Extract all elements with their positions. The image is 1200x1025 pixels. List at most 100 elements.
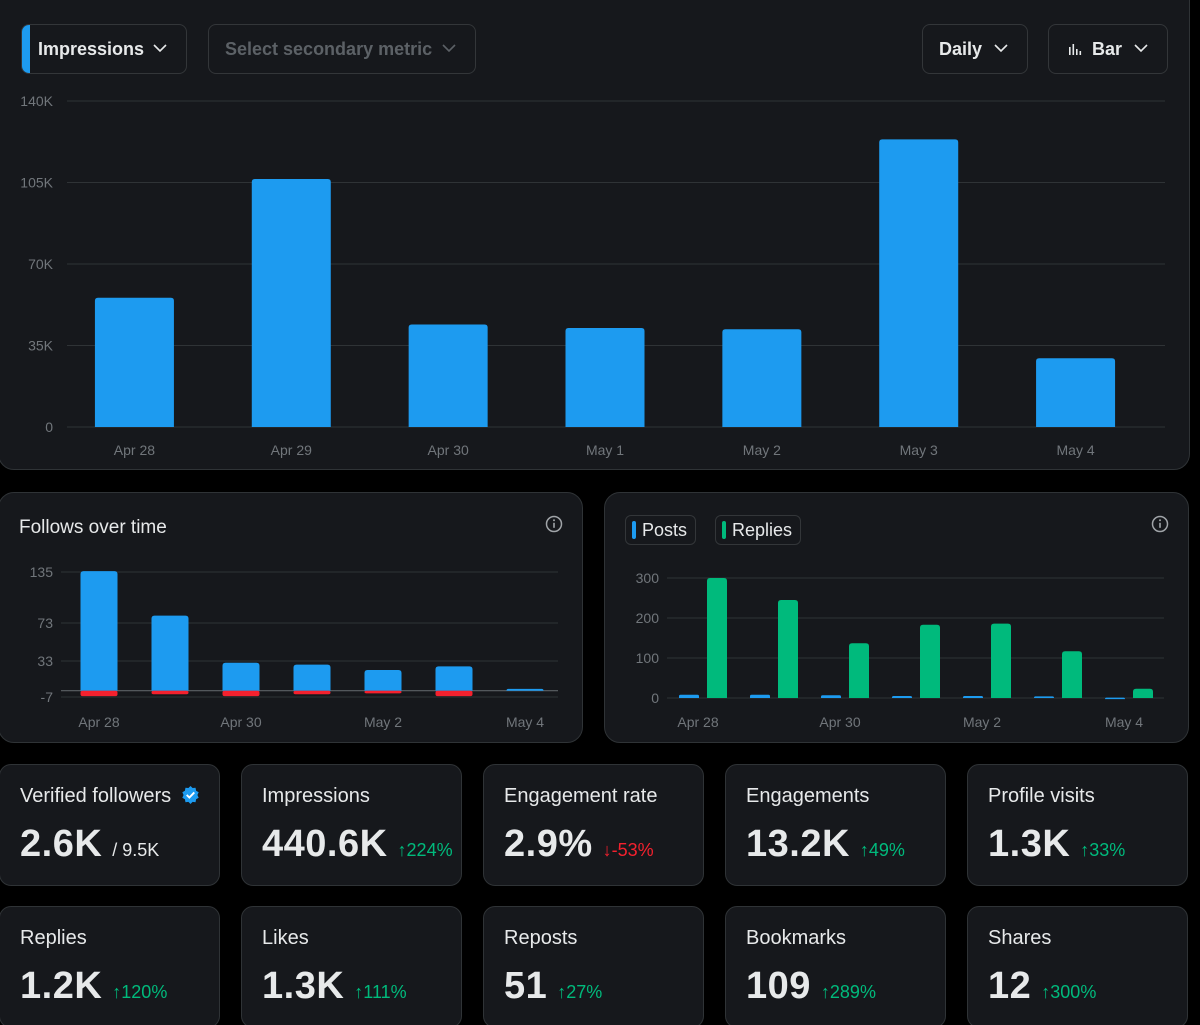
replies-bar	[1133, 688, 1153, 698]
stat-value-row: 440.6K ↑224%	[262, 823, 453, 866]
bar	[1036, 358, 1116, 427]
x-tick-label: Apr 28	[78, 714, 119, 730]
follow-bar	[435, 666, 473, 691]
replies-bar	[1062, 651, 1082, 698]
replies-bar	[707, 578, 727, 698]
stat-delta-value: 224%	[406, 840, 453, 860]
stat-value-row: 1.3K ↑33%	[988, 823, 1125, 866]
stat-title: Likes	[262, 927, 309, 949]
follow-bar	[506, 688, 544, 691]
stat-delta-value: 120%	[121, 982, 168, 1002]
posts-bar	[963, 696, 983, 698]
chart-type-label: Bar	[1092, 38, 1123, 59]
stat-value: 2.9%	[504, 823, 593, 865]
stat-value: 13.2K	[746, 823, 850, 865]
info-icon[interactable]	[1151, 515, 1169, 533]
stat-card-engagements[interactable]: Engagements 13.2K ↑49%	[725, 764, 946, 886]
posts-bar	[821, 695, 841, 698]
follow-bar	[151, 615, 189, 691]
follows-panel-title: Follows over time	[19, 517, 167, 538]
stat-title: Bookmarks	[746, 927, 847, 949]
chevron-down-icon	[153, 44, 167, 53]
stat-card-impressions[interactable]: Impressions 440.6K ↑224%	[241, 764, 462, 886]
legend-posts-swatch	[632, 521, 636, 539]
posts-bar	[1105, 697, 1125, 700]
x-tick-label: Apr 30	[819, 714, 860, 730]
x-tick-label: Apr 28	[677, 714, 718, 730]
unfollow-bar	[435, 690, 473, 697]
x-tick-label: May 2	[364, 714, 402, 730]
interval-dropdown[interactable]: Daily	[922, 24, 1028, 74]
follow-bar	[293, 664, 331, 691]
primary-metric-dropdown[interactable]: Impressions	[21, 24, 187, 74]
posts-replies-panel: Posts Replies 0 100 200 300 Apr 28 Apr 30 May …	[604, 492, 1189, 743]
x-tick-label: Apr 29	[271, 442, 312, 458]
y-tick-label: 33	[37, 653, 53, 669]
arrow-up-icon: ↑	[354, 982, 364, 1002]
unfollow-bar	[80, 690, 118, 697]
x-tick-label: May 3	[900, 442, 938, 458]
replies-bar	[920, 624, 940, 698]
stat-total: / 9.5K	[112, 840, 160, 860]
stat-delta-value: -53%	[611, 840, 654, 860]
stat-card-reposts[interactable]: Reposts 51 ↑27%	[483, 906, 704, 1025]
stat-delta: ↑49%	[860, 840, 905, 861]
stat-card-verified-followers[interactable]: Verified followers 2.6K / 9.5K	[0, 764, 220, 886]
unfollow-bar	[151, 690, 189, 695]
stat-delta-value: 289%	[829, 982, 876, 1002]
chevron-down-icon	[1134, 44, 1148, 53]
y-tick-label: 0	[651, 690, 659, 706]
legend-replies-label: Replies	[732, 519, 793, 540]
stat-title: Impressions	[262, 785, 370, 807]
unfollow-bar	[293, 690, 331, 695]
stat-value: 109	[746, 965, 811, 1007]
interval-label: Daily	[939, 38, 983, 59]
bar	[879, 139, 959, 427]
y-tick-label: 135	[30, 564, 54, 580]
secondary-metric-placeholder: Select secondary metric	[225, 38, 433, 59]
stat-value: 2.6K	[20, 823, 103, 865]
chevron-down-icon	[442, 44, 456, 53]
y-tick-label: 105K	[20, 175, 53, 191]
y-tick-label: 0	[45, 419, 53, 435]
stat-delta: ↑111%	[354, 982, 406, 1003]
posts-bar	[892, 696, 912, 698]
info-icon[interactable]	[545, 515, 563, 533]
secondary-metric-dropdown[interactable]: Select secondary metric	[208, 24, 476, 74]
stat-delta: ↑33%	[1080, 840, 1125, 861]
stat-delta: ↑120%	[112, 982, 167, 1003]
stat-delta-value: 300%	[1050, 982, 1097, 1002]
x-tick-label: May 2	[743, 442, 781, 458]
x-tick-label: Apr 30	[428, 442, 469, 458]
replies-bar	[991, 623, 1011, 698]
stat-card-bookmarks[interactable]: Bookmarks 109 ↑289%	[725, 906, 946, 1025]
bar	[722, 329, 802, 427]
bar	[408, 324, 488, 427]
legend-replies-swatch	[722, 521, 726, 539]
stat-value-row: 1.2K ↑120%	[20, 965, 167, 1008]
arrow-up-icon: ↑	[1080, 840, 1090, 860]
legend-replies[interactable]: Replies	[715, 515, 802, 545]
y-tick-label: 35K	[28, 338, 54, 354]
stat-title: Reposts	[504, 927, 578, 949]
stat-card-replies[interactable]: Replies 1.2K ↑120%	[0, 906, 220, 1025]
legend-posts[interactable]: Posts	[625, 515, 697, 545]
stat-card-shares[interactable]: Shares 12 ↑300%	[967, 906, 1188, 1025]
x-tick-label: Apr 30	[220, 714, 261, 730]
primary-metric-accent	[22, 25, 30, 73]
follow-bar	[364, 670, 402, 691]
arrow-up-icon: ↑	[859, 840, 869, 860]
stat-card-engagement-rate[interactable]: Engagement rate 2.9% ↓-53%	[483, 764, 704, 886]
stat-value-row: 51 ↑27%	[504, 965, 602, 1008]
stat-value-row: 2.9% ↓-53%	[504, 823, 654, 866]
unfollow-bar	[222, 690, 260, 697]
stat-card-likes[interactable]: Likes 1.3K ↑111%	[241, 906, 462, 1025]
stat-card-profile-visits[interactable]: Profile visits 1.3K ↑33%	[967, 764, 1188, 886]
bar-chart-icon	[1069, 44, 1082, 55]
impressions-chart-panel: Impressions Select secondary metric Dail…	[0, 0, 1190, 470]
stat-delta-value: 33%	[1089, 840, 1126, 860]
x-tick-label: May 4	[1057, 442, 1095, 458]
stat-title: Engagements	[746, 785, 870, 807]
chart-type-dropdown[interactable]: Bar	[1048, 24, 1168, 74]
stat-value: 440.6K	[262, 823, 388, 865]
